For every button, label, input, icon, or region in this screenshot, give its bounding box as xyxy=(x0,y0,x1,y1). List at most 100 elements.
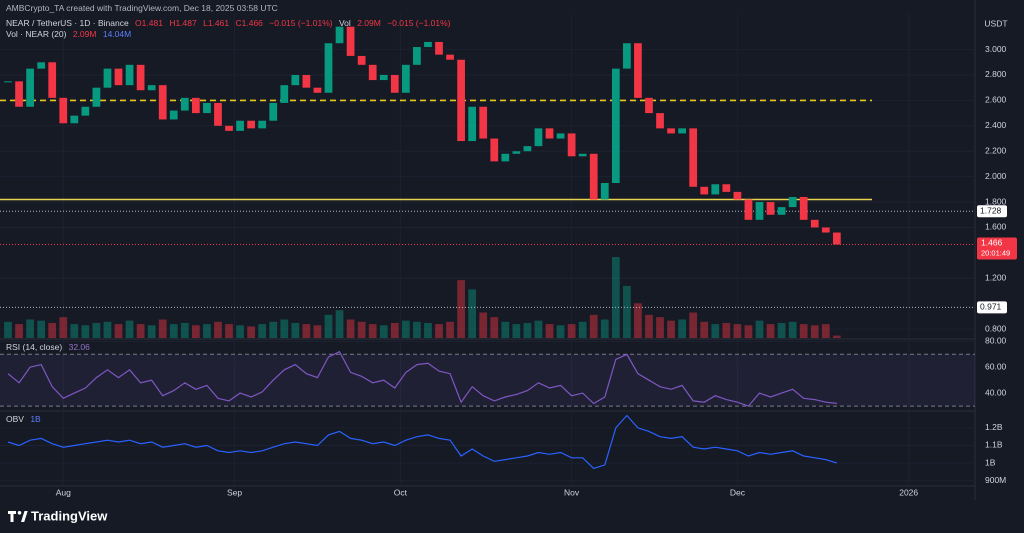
volume-bar xyxy=(401,320,410,338)
y-tick-label: 3.000 xyxy=(985,44,1007,54)
volume-bar xyxy=(545,324,554,338)
volume-bar xyxy=(501,321,510,338)
countdown: 20:01:49 xyxy=(981,248,1010,257)
volume-bar xyxy=(15,324,23,338)
rsi-legend: RSI (14, close) 32.06 xyxy=(6,342,94,352)
volume-bar xyxy=(70,324,79,338)
candle xyxy=(401,64,410,93)
volume-bar xyxy=(103,321,112,338)
candle xyxy=(26,68,34,107)
y-tick-label: 1.600 xyxy=(985,222,1007,232)
candle xyxy=(313,87,322,93)
volume-bar xyxy=(667,320,675,338)
volume-bar xyxy=(479,312,488,338)
volume-bar xyxy=(59,317,68,338)
y-tick-label: 1.1B xyxy=(985,440,1003,450)
volume-bar xyxy=(689,312,698,338)
volume-bar xyxy=(368,324,377,338)
volume-bar xyxy=(114,324,123,338)
candle xyxy=(589,153,598,200)
vol-change: −0.015 (−1.01%) xyxy=(387,18,451,28)
candle xyxy=(424,41,432,48)
candle xyxy=(512,151,521,154)
author: AMBCrypto_TA created with TradingView.co… xyxy=(6,3,278,13)
candle xyxy=(324,43,333,93)
y-tick-label: 1B xyxy=(985,457,996,467)
candle xyxy=(766,202,775,215)
price-label-box xyxy=(977,205,1007,218)
candle xyxy=(611,68,620,183)
candle xyxy=(192,97,200,114)
candle xyxy=(810,219,819,228)
candle xyxy=(755,202,764,220)
volume-bar xyxy=(656,317,664,338)
candle xyxy=(357,55,366,65)
candle xyxy=(490,138,499,162)
volume-bar xyxy=(435,324,443,338)
candle xyxy=(446,54,454,60)
y-tick-label: 2.200 xyxy=(985,145,1007,155)
obv-legend: OBV 1B xyxy=(6,414,45,424)
candle xyxy=(788,196,797,208)
candle xyxy=(214,102,222,126)
candle xyxy=(269,102,278,121)
volume-bar xyxy=(379,325,388,338)
x-tick-label: Aug xyxy=(56,487,71,497)
candle xyxy=(302,74,311,88)
candle xyxy=(722,184,731,192)
candle xyxy=(247,120,255,129)
volume-bar xyxy=(203,324,211,338)
volume-bar xyxy=(302,324,311,338)
indicator-line xyxy=(7,414,838,470)
candle xyxy=(291,74,300,86)
volume-bar xyxy=(611,257,620,338)
volume-bar xyxy=(324,314,333,338)
last-price-label: 1.466 xyxy=(981,238,1003,248)
volume-bar xyxy=(225,324,233,338)
candle xyxy=(15,81,23,107)
volume-bar xyxy=(589,314,598,338)
candle xyxy=(645,97,653,114)
volume-bar xyxy=(125,320,134,338)
candle xyxy=(435,41,443,55)
candle xyxy=(92,87,101,107)
candle xyxy=(667,128,675,134)
volume-bar xyxy=(523,322,532,338)
volume-bar xyxy=(236,325,244,338)
candle xyxy=(799,196,808,220)
volume-bar xyxy=(788,321,797,338)
volume-bar xyxy=(280,319,289,338)
volume-bar xyxy=(37,320,46,338)
y-tick-label: 80.00 xyxy=(985,336,1007,346)
candle xyxy=(125,64,134,86)
candle xyxy=(744,199,753,220)
change: −0.015 (−1.01%) xyxy=(269,18,333,28)
indicator-line xyxy=(7,350,837,407)
candle xyxy=(700,186,709,195)
volume-bar xyxy=(512,324,521,338)
x-tick-label: Nov xyxy=(564,487,580,497)
y-tick-label: 40.00 xyxy=(985,387,1007,397)
candle xyxy=(468,106,477,142)
candle xyxy=(777,207,786,215)
ohlc: L1.461 xyxy=(203,18,230,28)
candle xyxy=(280,85,289,103)
volume-bar xyxy=(821,324,830,338)
volume-bar xyxy=(192,325,200,338)
candle xyxy=(711,184,720,195)
volume-bar xyxy=(136,324,145,338)
volume-bar xyxy=(722,322,731,338)
symbol: NEAR / TetherUS · 1D · Binance xyxy=(6,18,129,28)
volume-bar xyxy=(600,319,609,338)
volume-bar xyxy=(346,319,355,338)
volume-bar xyxy=(147,325,156,338)
volume-value: 2.09M xyxy=(72,29,97,39)
y-tick-label: 2.000 xyxy=(985,171,1007,181)
volume-bar xyxy=(269,321,278,338)
volume-bar xyxy=(26,319,34,338)
y-tick-label: 1.800 xyxy=(985,196,1007,206)
candle xyxy=(103,68,112,88)
candle xyxy=(534,128,543,147)
y-tick-label: 900M xyxy=(985,475,1006,485)
